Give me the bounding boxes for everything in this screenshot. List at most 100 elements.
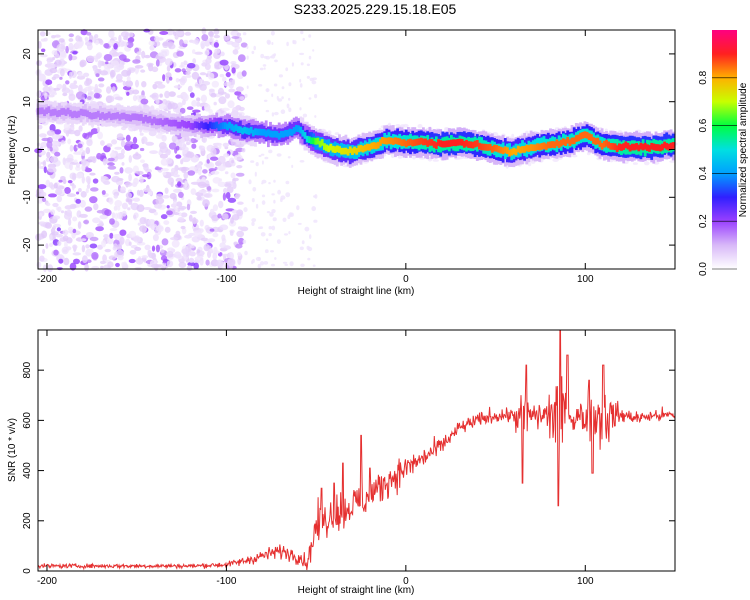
spectrogram-noise-blob — [149, 94, 157, 98]
spectrogram-noise-blob — [53, 87, 61, 91]
spectrogram-noise-blob — [67, 226, 74, 232]
spectrogram-noise-blob — [175, 78, 180, 83]
spectrogram-noise-blob — [259, 67, 264, 71]
spectrogram-noise-blob — [40, 191, 47, 197]
spectrogram-noise-blob — [37, 199, 43, 204]
spectrogram-noise-blob — [61, 246, 69, 255]
spectrogram-noise-blob — [264, 249, 269, 254]
spectrogram-noise-blob — [132, 95, 138, 102]
spectrogram-ridge-cell — [389, 137, 393, 145]
spectrogram-noise-blob — [62, 157, 66, 166]
spectrogram-noise-blob — [167, 172, 175, 177]
spectrogram-noise-blob — [222, 76, 227, 82]
spectrogram-noise-blob — [85, 187, 89, 194]
spectrogram-noise-blob — [140, 159, 145, 163]
spectrogram-ridge-cell — [600, 142, 604, 150]
spectrogram-noise-blob — [202, 199, 210, 207]
spectrogram-noise-blob — [290, 212, 294, 217]
spectrogram-noise-blob — [213, 34, 220, 39]
spectrogram-ridge-cell — [288, 128, 292, 136]
spectrogram-noise-blob — [67, 130, 77, 135]
spectrogram-noise-blob — [107, 157, 115, 162]
spectrogram-noise-blob — [48, 193, 57, 198]
spectrogram-noise-blob — [193, 262, 199, 270]
spectrogram-noise-blob — [116, 153, 125, 160]
spectrogram-ridge-cell — [71, 111, 74, 119]
spectrogram-ridge-cell — [176, 121, 180, 129]
spectrogram-ridge-cell — [441, 140, 445, 148]
spectrogram-ridge-cell — [273, 130, 277, 138]
spectrogram-noise-blob — [111, 212, 116, 219]
colorbar-tick-label: 0.0 — [698, 262, 709, 276]
spectrogram-noise-blob — [402, 123, 409, 128]
spectrogram-ridge-cell — [374, 142, 378, 150]
spectrogram-noise-blob — [63, 122, 71, 131]
spectrogram-noise-blob — [80, 238, 87, 242]
spectrogram-noise-blob — [109, 69, 116, 78]
spectrogram-ridge-cell — [200, 121, 203, 129]
spectrogram-noise-blob — [89, 243, 98, 249]
spectrogram-noise-blob — [178, 205, 187, 210]
spectrogram-noise-blob — [143, 207, 152, 210]
spectrogram-noise-blob — [144, 244, 151, 251]
spectrogram-noise-blob — [39, 133, 47, 138]
spectrogram-noise-blob — [300, 62, 304, 66]
spectrogram-noise-blob — [58, 179, 63, 183]
spectrogram-noise-blob — [197, 167, 202, 176]
spectrogram-ridge-cell — [282, 130, 285, 138]
spectrogram-noise-blob — [39, 255, 45, 262]
spectrogram-noise-blob — [200, 94, 207, 103]
spectrogram-noise-blob — [242, 32, 247, 36]
spectrogram-ridge-cell — [101, 112, 104, 119]
spectrogram-ridge-cell — [348, 146, 352, 154]
spectrogram-noise-blob — [67, 138, 72, 145]
spectrogram-noise-blob — [235, 86, 244, 92]
spectrogram-noise-blob — [52, 215, 61, 220]
spectrogram-noise-blob — [84, 80, 91, 87]
spectrogram-noise-blob — [114, 251, 118, 259]
spectrogram-noise-blob — [95, 226, 104, 232]
spectrogram-noise-blob — [192, 49, 196, 54]
spectrogram-noise-blob — [632, 162, 638, 165]
spectrogram-noise-blob — [186, 106, 194, 110]
spectrogram-noise-blob — [217, 110, 221, 118]
spectrogram-ridge-cell — [572, 137, 576, 145]
spectrogram-ridge-cell — [206, 123, 210, 131]
spectrogram-ridge-cell — [439, 140, 443, 147]
spectrogram-noise-blob — [283, 233, 289, 236]
spectrogram-noise-blob — [103, 63, 113, 70]
spectrogram-noise-blob — [43, 208, 52, 214]
spectrogram-noise-blob — [288, 82, 292, 87]
spectrogram-ridge-cell — [633, 143, 636, 151]
spectrogram-ridge-cell — [213, 122, 216, 130]
spectrogram-noise-blob — [132, 136, 138, 144]
spectrogram-noise-blob — [263, 99, 268, 103]
spectrogram-noise-blob — [200, 40, 206, 49]
spectrogram-noise-blob — [285, 67, 289, 72]
spectrogram-noise-blob — [94, 57, 99, 63]
spectrogram-noise-blob — [190, 210, 197, 214]
spectrogram-noise-blob — [288, 107, 292, 113]
spectrogram-noise-blob — [291, 62, 294, 67]
spectrogram-noise-blob — [81, 244, 86, 253]
spectrogram-noise-blob — [47, 264, 54, 273]
spectrogram-ridge-cell — [583, 131, 587, 138]
spectrogram-noise-blob — [270, 30, 275, 36]
spectrogram-noise-blob — [271, 209, 276, 214]
spectrogram-noise-blob — [66, 209, 72, 217]
spectrogram-noise-blob — [302, 37, 305, 41]
spectrogram-ridge-cell — [424, 138, 427, 146]
spectrogram-ridge-cell — [637, 144, 641, 152]
spectrogram-noise-blob — [286, 41, 289, 47]
spectrogram-noise-blob — [154, 35, 160, 43]
spectrogram-noise-blob — [86, 184, 91, 189]
spectrogram-noise-blob — [208, 37, 215, 42]
spectrogram-ridge-cell — [361, 145, 365, 153]
spectrogram-noise-blob — [108, 255, 116, 260]
spectrogram-noise-blob — [37, 73, 46, 82]
spectrogram-noise-blob — [185, 151, 195, 159]
spectrogram-ridge-cell — [652, 143, 656, 151]
spectrogram-ridge-cell — [107, 111, 111, 119]
spectrogram-ridge-cell — [372, 142, 376, 149]
spectrogram-ridge-cell — [551, 141, 554, 148]
